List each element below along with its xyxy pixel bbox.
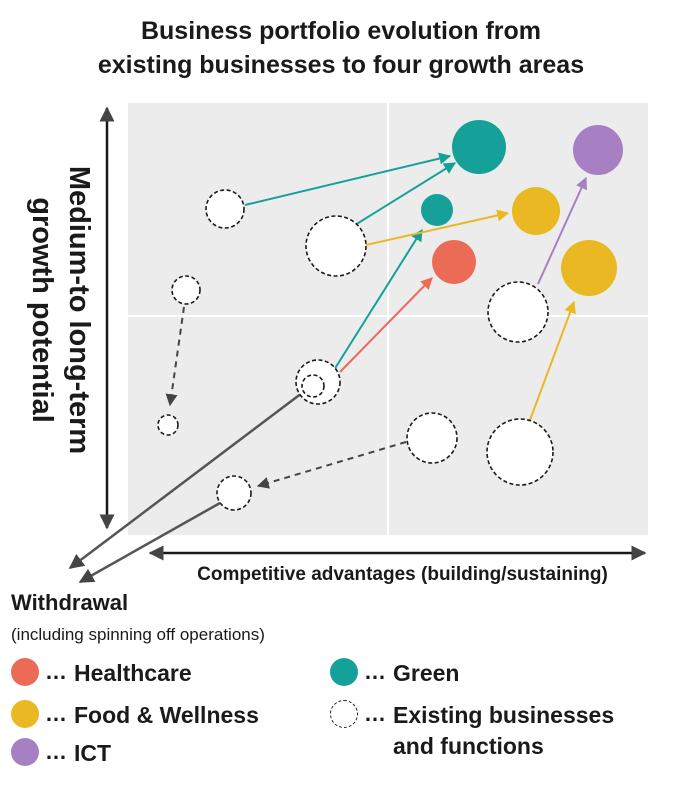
green-circle-small — [421, 194, 453, 226]
arrow-existing-to-food-2 — [529, 300, 576, 421]
legend-existing-line-1: Existing businesses — [393, 702, 615, 728]
arrow-existing-to-ict — [537, 176, 588, 285]
arrow-existing-to-green-large-2 — [354, 162, 457, 226]
existing-circle-1 — [205, 189, 245, 229]
legend-green: … Green — [330, 658, 459, 689]
legend-ellipsis: … — [364, 701, 387, 726]
arrow-existing-to-food-1 — [365, 209, 510, 246]
ict-circle — [573, 125, 623, 175]
legend-existing-label: Existing businesses and functions — [393, 700, 614, 762]
legend-healthcare-label: Healthcare — [74, 660, 192, 686]
dashed-arrow-shrink-bottom — [256, 441, 407, 489]
food-dot-icon — [11, 700, 39, 728]
withdrawal-arrow-1 — [68, 389, 307, 569]
legend-ict: … ICT — [11, 738, 111, 769]
existing-circle-2 — [305, 215, 367, 277]
y-axis-label-line-1: Medium-to long-term — [63, 165, 95, 455]
green-dot-icon — [330, 658, 358, 686]
withdrawal-arrow-2 — [78, 501, 221, 584]
withdrawal-label: Withdrawal — [11, 590, 129, 615]
legend-ellipsis: … — [45, 659, 68, 684]
food-circle-2 — [561, 240, 617, 296]
withdrawal-sublabel: (including spinning off operations) — [11, 625, 265, 644]
dashed-arrow-shrink-left — [165, 306, 185, 407]
legend-ellipsis: … — [364, 659, 387, 684]
arrow-existing-to-green-large — [244, 152, 452, 206]
green-circle-large — [452, 120, 506, 174]
food-circle-1 — [512, 187, 560, 235]
legend-green-label: Green — [393, 660, 460, 686]
existing-circle-8 — [486, 418, 554, 486]
legend-healthcare: … Healthcare — [11, 658, 192, 689]
title-line-1: Business portfolio evolution from — [140, 17, 541, 45]
arrow-existing-to-green-small — [333, 228, 423, 371]
existing-circle-3 — [171, 275, 201, 305]
existing-circle-9 — [216, 475, 252, 511]
legend-existing: … Existing businesses and functions — [330, 700, 614, 762]
legend-existing-line-2: and functions — [393, 733, 544, 759]
existing-circle-6 — [157, 414, 179, 436]
arrow-existing-to-healthcare — [339, 277, 433, 373]
existing-circle-4 — [487, 281, 549, 343]
existing-dot-icon — [330, 700, 358, 728]
legend-ict-label: ICT — [74, 740, 112, 766]
healthcare-circle — [432, 240, 476, 284]
legend-ellipsis: … — [45, 739, 68, 764]
healthcare-dot-icon — [11, 658, 39, 686]
legend-ellipsis: … — [45, 701, 68, 726]
legend-food: … Food & Wellness — [11, 700, 259, 731]
existing-circle-7 — [406, 412, 458, 464]
legend-food-label: Food & Wellness — [74, 702, 259, 728]
ict-dot-icon — [11, 738, 39, 766]
title-line-2: existing businesses to four growth areas — [97, 51, 585, 79]
existing-circle-5-inner — [301, 374, 325, 398]
y-axis-label-line-2: growth potential — [26, 197, 58, 423]
x-axis-label: Competitive advantages (building/sustain… — [197, 564, 608, 585]
diagram-title: Business portfolio evolution from existi… — [0, 14, 682, 82]
